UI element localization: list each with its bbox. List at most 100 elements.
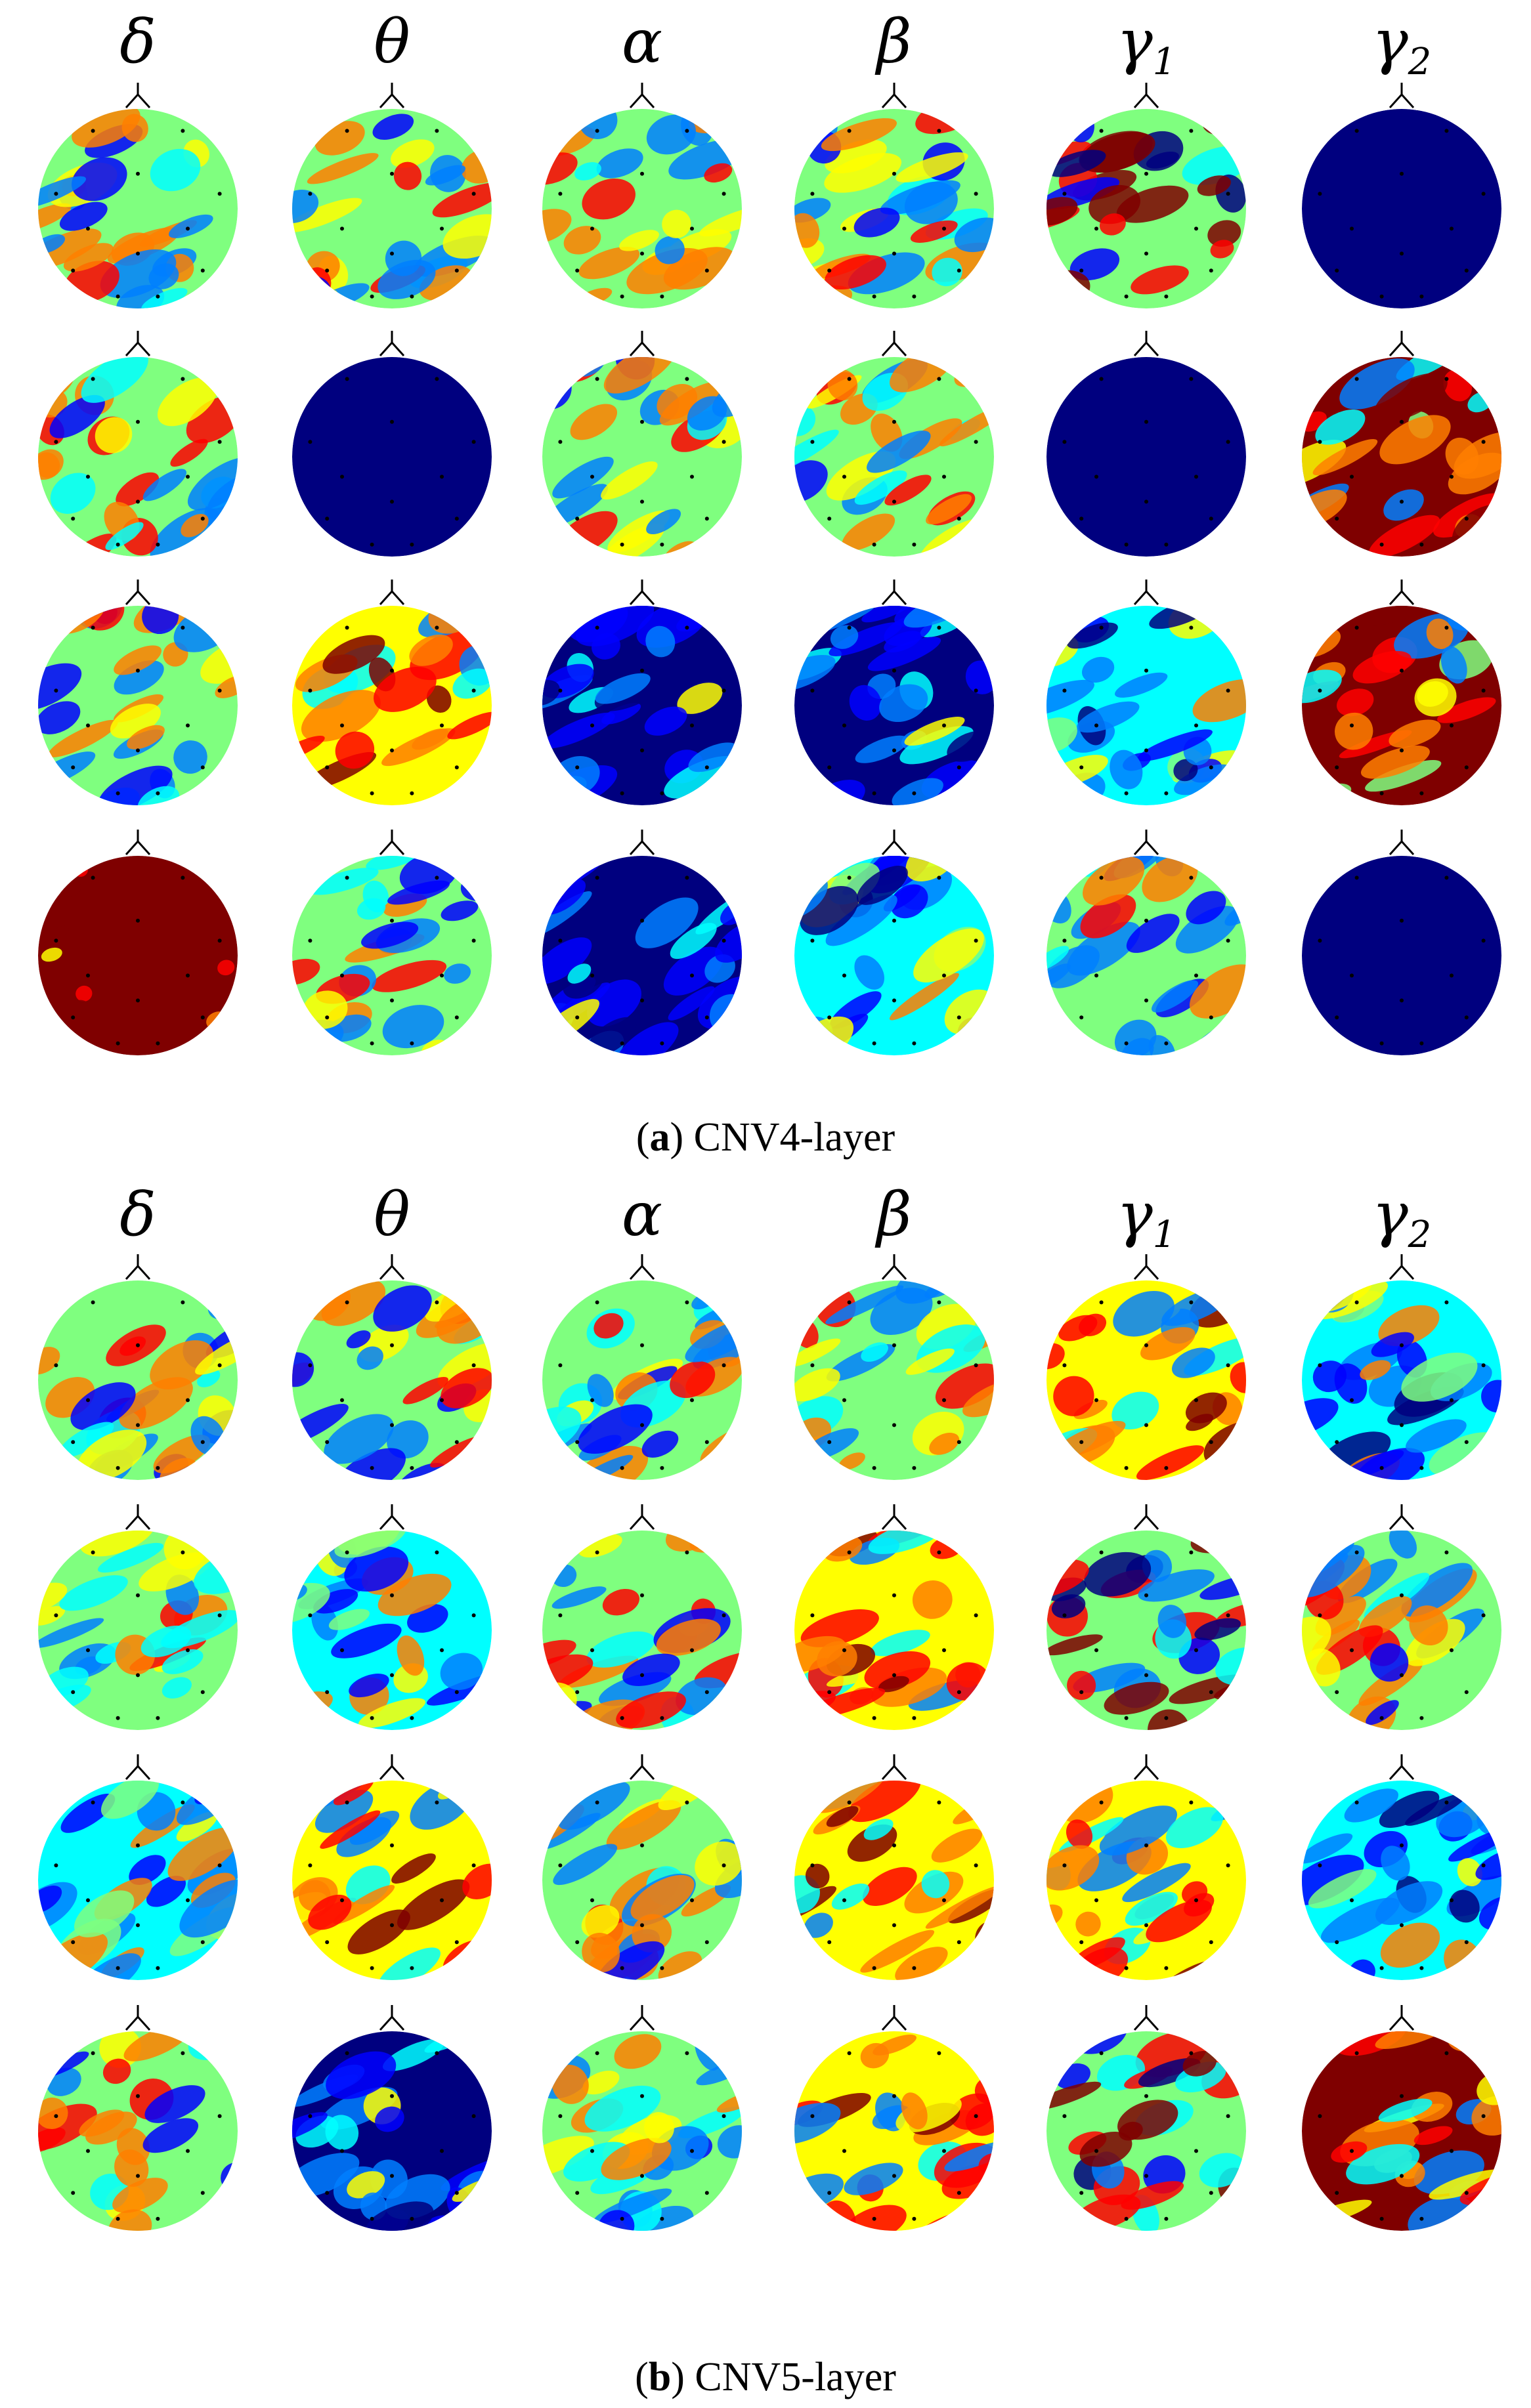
electrode-dot — [590, 973, 594, 978]
electrode-dot — [722, 688, 726, 693]
electrode-dot — [620, 791, 624, 795]
electrode-dot — [595, 1300, 599, 1305]
electrode-dot — [471, 440, 476, 444]
topomap-a-r1-c1 — [38, 83, 238, 308]
electrode-dot — [872, 542, 876, 547]
band-label-5: γ2 — [1372, 7, 1432, 83]
band-subscript: 1 — [1153, 41, 1176, 83]
electrode-dot — [86, 973, 90, 978]
topomap-a-r4-c5 — [1046, 830, 1246, 1055]
electrode-dot — [435, 1800, 439, 1805]
electrode-dot — [575, 765, 580, 770]
electrode-dot — [1419, 1716, 1424, 1720]
electrode-dot — [1079, 517, 1084, 521]
topomap-a-r3-c3 — [542, 580, 742, 805]
electrode-dot — [1481, 1613, 1486, 1618]
band-symbol: γ — [1372, 7, 1409, 77]
electrode-dot — [1444, 1550, 1449, 1555]
electrode-dot — [872, 1466, 876, 1470]
electrode-dot — [440, 226, 444, 231]
nose-marker — [125, 2015, 151, 2031]
electrode-dot — [690, 226, 694, 231]
electrode-dot — [1464, 268, 1469, 273]
electrode-dot — [217, 688, 222, 693]
electrode-dot — [590, 723, 594, 728]
electrode-dot — [620, 1466, 624, 1470]
electrode-dot — [722, 1363, 726, 1368]
electrode-dot — [974, 440, 978, 444]
electrode-dot — [116, 1041, 120, 1046]
topomap-b-r1-c5 — [1046, 1254, 1246, 1480]
electrode-dot — [1400, 748, 1404, 753]
electrode-dot — [181, 2051, 185, 2056]
electrode-dot — [1354, 129, 1359, 133]
electrode-dot — [340, 226, 344, 231]
electrode-dot — [186, 1648, 190, 1653]
electrode-dot — [892, 419, 896, 424]
electrode-dot — [156, 1966, 160, 1970]
electrode-dot — [54, 688, 58, 693]
nose-marker — [1389, 93, 1415, 109]
electrode-dot — [370, 542, 374, 547]
electrode-dot — [91, 1550, 95, 1555]
electrode-dot — [640, 171, 644, 176]
nose-marker — [881, 2015, 907, 2031]
electrode-dot — [620, 1716, 624, 1720]
nose-marker — [629, 341, 655, 357]
electrode-dot — [136, 2174, 140, 2178]
electrode-dot — [390, 251, 394, 256]
electrode-dot — [1194, 2149, 1198, 2153]
electrode-dot — [842, 1648, 846, 1653]
nose-marker — [881, 589, 907, 606]
band-subscript: 2 — [1408, 41, 1432, 83]
electrode-dot — [1350, 2149, 1354, 2153]
electrode-dot — [71, 1440, 75, 1445]
electrode-dot — [810, 440, 815, 444]
electrode-dot — [1226, 1363, 1230, 1368]
electrode-dot — [390, 998, 394, 1003]
electrode-dot — [1124, 2216, 1129, 2221]
electrode-dot — [685, 2051, 689, 2056]
electrode-dot — [810, 1363, 815, 1368]
electrode-dot — [1144, 1343, 1148, 1347]
electrode-dot — [1354, 1300, 1359, 1305]
electrode-dot — [156, 1466, 160, 1470]
electrode-dot — [186, 226, 190, 231]
electrode-dot — [370, 1716, 374, 1720]
electrode-dot — [410, 1716, 414, 1720]
electrode-dot — [974, 688, 978, 693]
electrode-dot — [86, 1648, 90, 1653]
electrode-dot — [660, 1966, 664, 1970]
electrode-dot — [810, 1863, 815, 1868]
topomap-b-r3-c2 — [292, 1754, 492, 1980]
electrode-dot — [217, 1613, 222, 1618]
electrode-dot — [1335, 1440, 1339, 1445]
electrode-dot — [892, 668, 896, 673]
electrode-dot — [690, 723, 694, 728]
electrode-dot — [308, 688, 313, 693]
electrode-dot — [1189, 625, 1194, 630]
electrode-dot — [471, 2114, 476, 2119]
electrode-dot — [1379, 1041, 1384, 1046]
band-label-3: β — [874, 7, 911, 77]
electrode-dot — [410, 791, 414, 795]
electrode-dot — [91, 876, 95, 880]
electrode-dot — [71, 1690, 75, 1695]
electrode-dot — [1094, 2149, 1098, 2153]
electrode-dot — [827, 1015, 832, 1020]
electrode-dot — [181, 1300, 185, 1305]
band-symbol: γ — [1372, 1179, 1409, 1250]
electrode-dot — [91, 1300, 95, 1305]
electrode-dot — [575, 1940, 580, 1945]
electrode-dot — [892, 251, 896, 256]
electrode-dot — [1400, 918, 1404, 923]
electrode-dot — [1450, 723, 1454, 728]
electrode-dot — [1164, 1041, 1169, 1046]
nose-marker — [1389, 341, 1415, 357]
electrode-dot — [685, 876, 689, 880]
electrode-dot — [308, 939, 313, 943]
electrode-dot — [1099, 876, 1104, 880]
electrode-dot — [722, 440, 726, 444]
topomap-b-r1-c3 — [542, 1254, 742, 1480]
